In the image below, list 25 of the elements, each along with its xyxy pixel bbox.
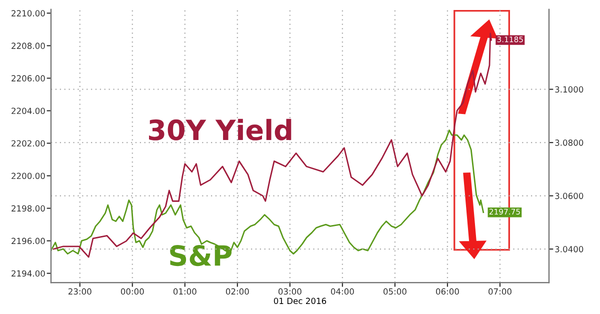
y-tick-label: 2198.00 (12, 205, 45, 212)
y2-tick-label: 3.0800 (555, 140, 584, 146)
y2-tick-label: 3.0400 (555, 246, 584, 252)
series-label: 30Y Yield (149, 118, 292, 140)
y2-tick-label: 3.0600 (555, 192, 584, 200)
y-tick-label: 2208.00 (12, 42, 45, 49)
x-tick-label: 01:00 (173, 288, 196, 295)
y-tick-label: 2196.00 (12, 238, 45, 244)
y-tick-label: 2202.00 (12, 140, 45, 147)
x-tick-label: 23:00 (68, 288, 92, 295)
x-tick-label: 00:00 (120, 288, 144, 295)
x-tick-label: 02:00 (226, 288, 249, 295)
y-tick-label: 2206.00 (12, 75, 45, 82)
y2-tick-label: 3.1000 (555, 86, 584, 93)
x-axis-title: 01 Dec 2016 (274, 298, 326, 304)
y-tick-label: 2200.00 (12, 172, 45, 180)
x-tick-label: 05:00 (384, 288, 406, 295)
x-tick-label: 06:00 (436, 288, 459, 295)
y-tick-label: 2210.00 (12, 10, 45, 16)
y-tick-label: 2204.00 (12, 108, 45, 114)
series-label: S&P (170, 245, 232, 266)
x-tick-label: 04:00 (330, 288, 354, 295)
x-tick-label: 03:00 (278, 288, 302, 295)
x-tick-label: 07:00 (488, 288, 512, 295)
y-tick-label: 2194.00 (12, 270, 45, 277)
